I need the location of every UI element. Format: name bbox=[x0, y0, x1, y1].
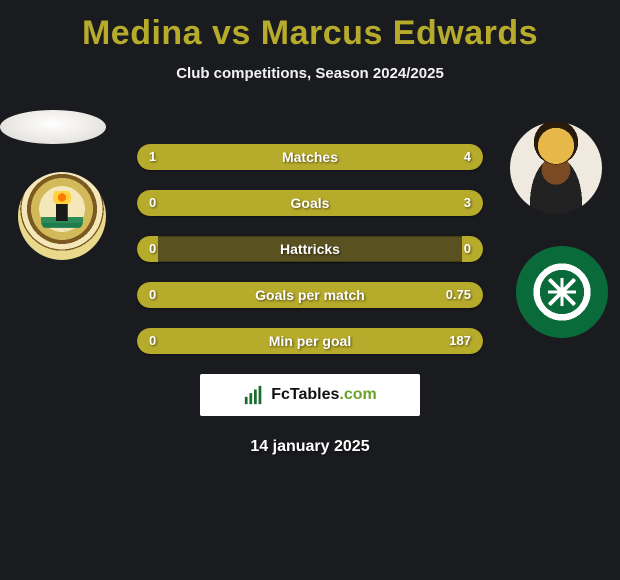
player-left-avatar bbox=[0, 110, 106, 144]
stat-fill-left bbox=[137, 236, 158, 262]
stat-fill-left bbox=[137, 282, 158, 308]
brand-domain: .com bbox=[339, 386, 376, 403]
page-title: Medina vs Marcus Edwards bbox=[0, 0, 620, 53]
stat-fill-left bbox=[137, 144, 206, 170]
stat-fill-right bbox=[462, 236, 483, 262]
club-right-badge bbox=[516, 246, 608, 338]
stat-row: Min per goal0187 bbox=[137, 328, 483, 354]
stat-fill-left bbox=[137, 190, 158, 216]
stat-fill-right bbox=[206, 144, 483, 170]
stat-row: Goals03 bbox=[137, 190, 483, 216]
stat-fill-right bbox=[158, 328, 483, 354]
stat-row: Matches14 bbox=[137, 144, 483, 170]
stat-row: Goals per match00.75 bbox=[137, 282, 483, 308]
stat-bars: Matches14 Goals03 Hattricks00 Goals per mat… bbox=[137, 144, 483, 354]
stat-row: Hattricks00 bbox=[137, 236, 483, 262]
stat-fill-left bbox=[137, 328, 158, 354]
club-left-badge bbox=[18, 172, 106, 260]
snapshot-date: 14 january 2025 bbox=[0, 438, 620, 456]
comparison-stage: Matches14 Goals03 Hattricks00 Goals per mat… bbox=[0, 110, 620, 456]
subtitle: Club competitions, Season 2024/2025 bbox=[0, 65, 620, 82]
brand-name: FcTables bbox=[271, 386, 339, 403]
stat-label: Hattricks bbox=[137, 236, 483, 262]
stat-fill-right bbox=[158, 190, 483, 216]
brand-box: FcTables.com bbox=[200, 374, 420, 416]
brand-bars-icon bbox=[243, 384, 265, 406]
stat-fill-right bbox=[158, 282, 483, 308]
player-right-avatar bbox=[510, 122, 602, 214]
